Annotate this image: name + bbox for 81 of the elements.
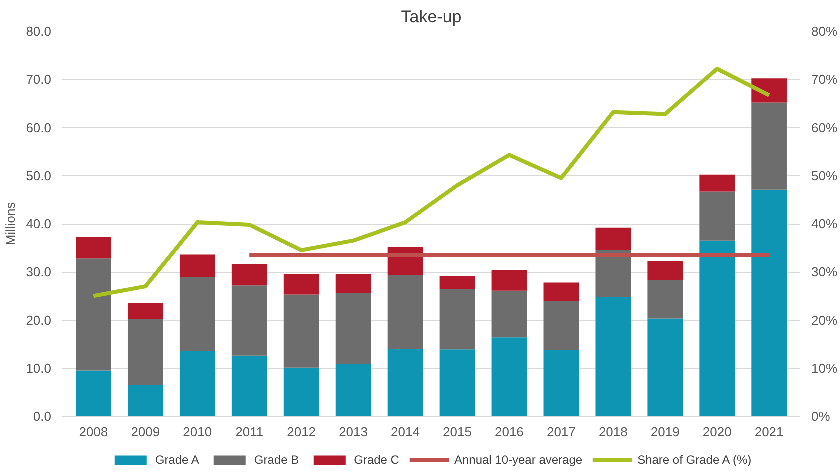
bar <box>492 338 528 416</box>
bar <box>544 301 580 350</box>
y-tick-label: 40.0 <box>26 216 52 232</box>
y2-tick-label: 20% <box>812 312 838 328</box>
x-tick-label: 2014 <box>391 424 420 440</box>
x-tick-label: 2020 <box>702 424 732 440</box>
bar <box>440 289 476 350</box>
bar <box>388 275 424 350</box>
bar <box>752 102 787 190</box>
bar <box>648 318 684 416</box>
y-tick-label: 0.0 <box>33 409 52 424</box>
bar <box>336 364 372 416</box>
y-tick-label: 70.0 <box>26 72 52 88</box>
chart-title: Take-up <box>401 8 462 26</box>
bar <box>596 297 632 416</box>
x-tick-label: 2008 <box>79 424 108 440</box>
bar <box>440 350 476 416</box>
bar <box>648 280 684 319</box>
bar <box>492 270 528 291</box>
bar <box>544 282 580 301</box>
x-tick-label: 2011 <box>236 424 264 440</box>
y-tick-label: 20.0 <box>26 312 52 328</box>
bar <box>232 356 268 416</box>
bar <box>76 370 112 416</box>
bar <box>76 237 112 259</box>
x-tick-label: 2010 <box>183 424 212 440</box>
y2-tick-label: 50% <box>812 168 838 184</box>
y-tick-label: 50.0 <box>26 168 52 184</box>
bar <box>700 240 736 416</box>
bar <box>492 290 528 338</box>
x-tick-label: 2013 <box>339 424 368 440</box>
legend-label: Share of Grade A (%) <box>638 453 752 467</box>
bar <box>648 262 684 280</box>
bar <box>752 190 787 416</box>
bar <box>128 319 164 386</box>
y2-tick-label: 0% <box>812 409 831 424</box>
x-tick-label: 2012 <box>287 424 316 440</box>
legend-label: Grade A <box>155 453 200 467</box>
bar <box>284 274 320 295</box>
bar <box>284 368 320 416</box>
bar <box>336 274 372 294</box>
y-axis-title: Millions <box>3 202 18 246</box>
x-tick-label: 2021 <box>754 424 784 440</box>
x-tick-label: 2016 <box>495 424 524 440</box>
y2-tick-label: 30% <box>812 264 838 280</box>
bar <box>180 351 216 416</box>
y-tick-label: 60.0 <box>26 120 52 136</box>
y2-tick-label: 60% <box>812 120 838 136</box>
y2-tick-label: 40% <box>812 216 838 232</box>
bar <box>180 254 216 277</box>
x-tick-label: 2015 <box>443 424 472 440</box>
bar <box>180 276 216 352</box>
bar <box>128 385 164 416</box>
bar <box>752 78 787 103</box>
y-tick-label: 10.0 <box>26 360 52 376</box>
bar <box>76 258 112 371</box>
legend-label: Grade C <box>354 453 400 467</box>
bar <box>440 276 476 290</box>
legend-label: Grade B <box>254 453 300 467</box>
y2-tick-label: 10% <box>812 360 838 376</box>
bar <box>284 294 320 368</box>
y-tick-label: 80.0 <box>26 24 52 39</box>
bar <box>232 264 268 286</box>
bar <box>544 350 580 416</box>
bar <box>336 293 372 365</box>
x-tick-label: 2017 <box>546 424 576 440</box>
x-tick-label: 2018 <box>598 424 628 440</box>
bar <box>596 228 632 250</box>
bar <box>232 286 268 356</box>
x-tick-label: 2019 <box>650 424 680 440</box>
bar <box>128 303 164 320</box>
line-series <box>92 67 772 298</box>
y-tick-label: 30.0 <box>26 264 52 280</box>
legend-label: Annual 10-year average <box>454 453 583 467</box>
y2-tick-label: 70% <box>812 72 838 88</box>
x-tick-label: 2009 <box>131 424 160 440</box>
y2-tick-label: 80% <box>812 24 838 39</box>
bar <box>596 250 632 298</box>
bar <box>700 192 736 241</box>
bar <box>700 174 736 192</box>
bar <box>388 349 424 416</box>
